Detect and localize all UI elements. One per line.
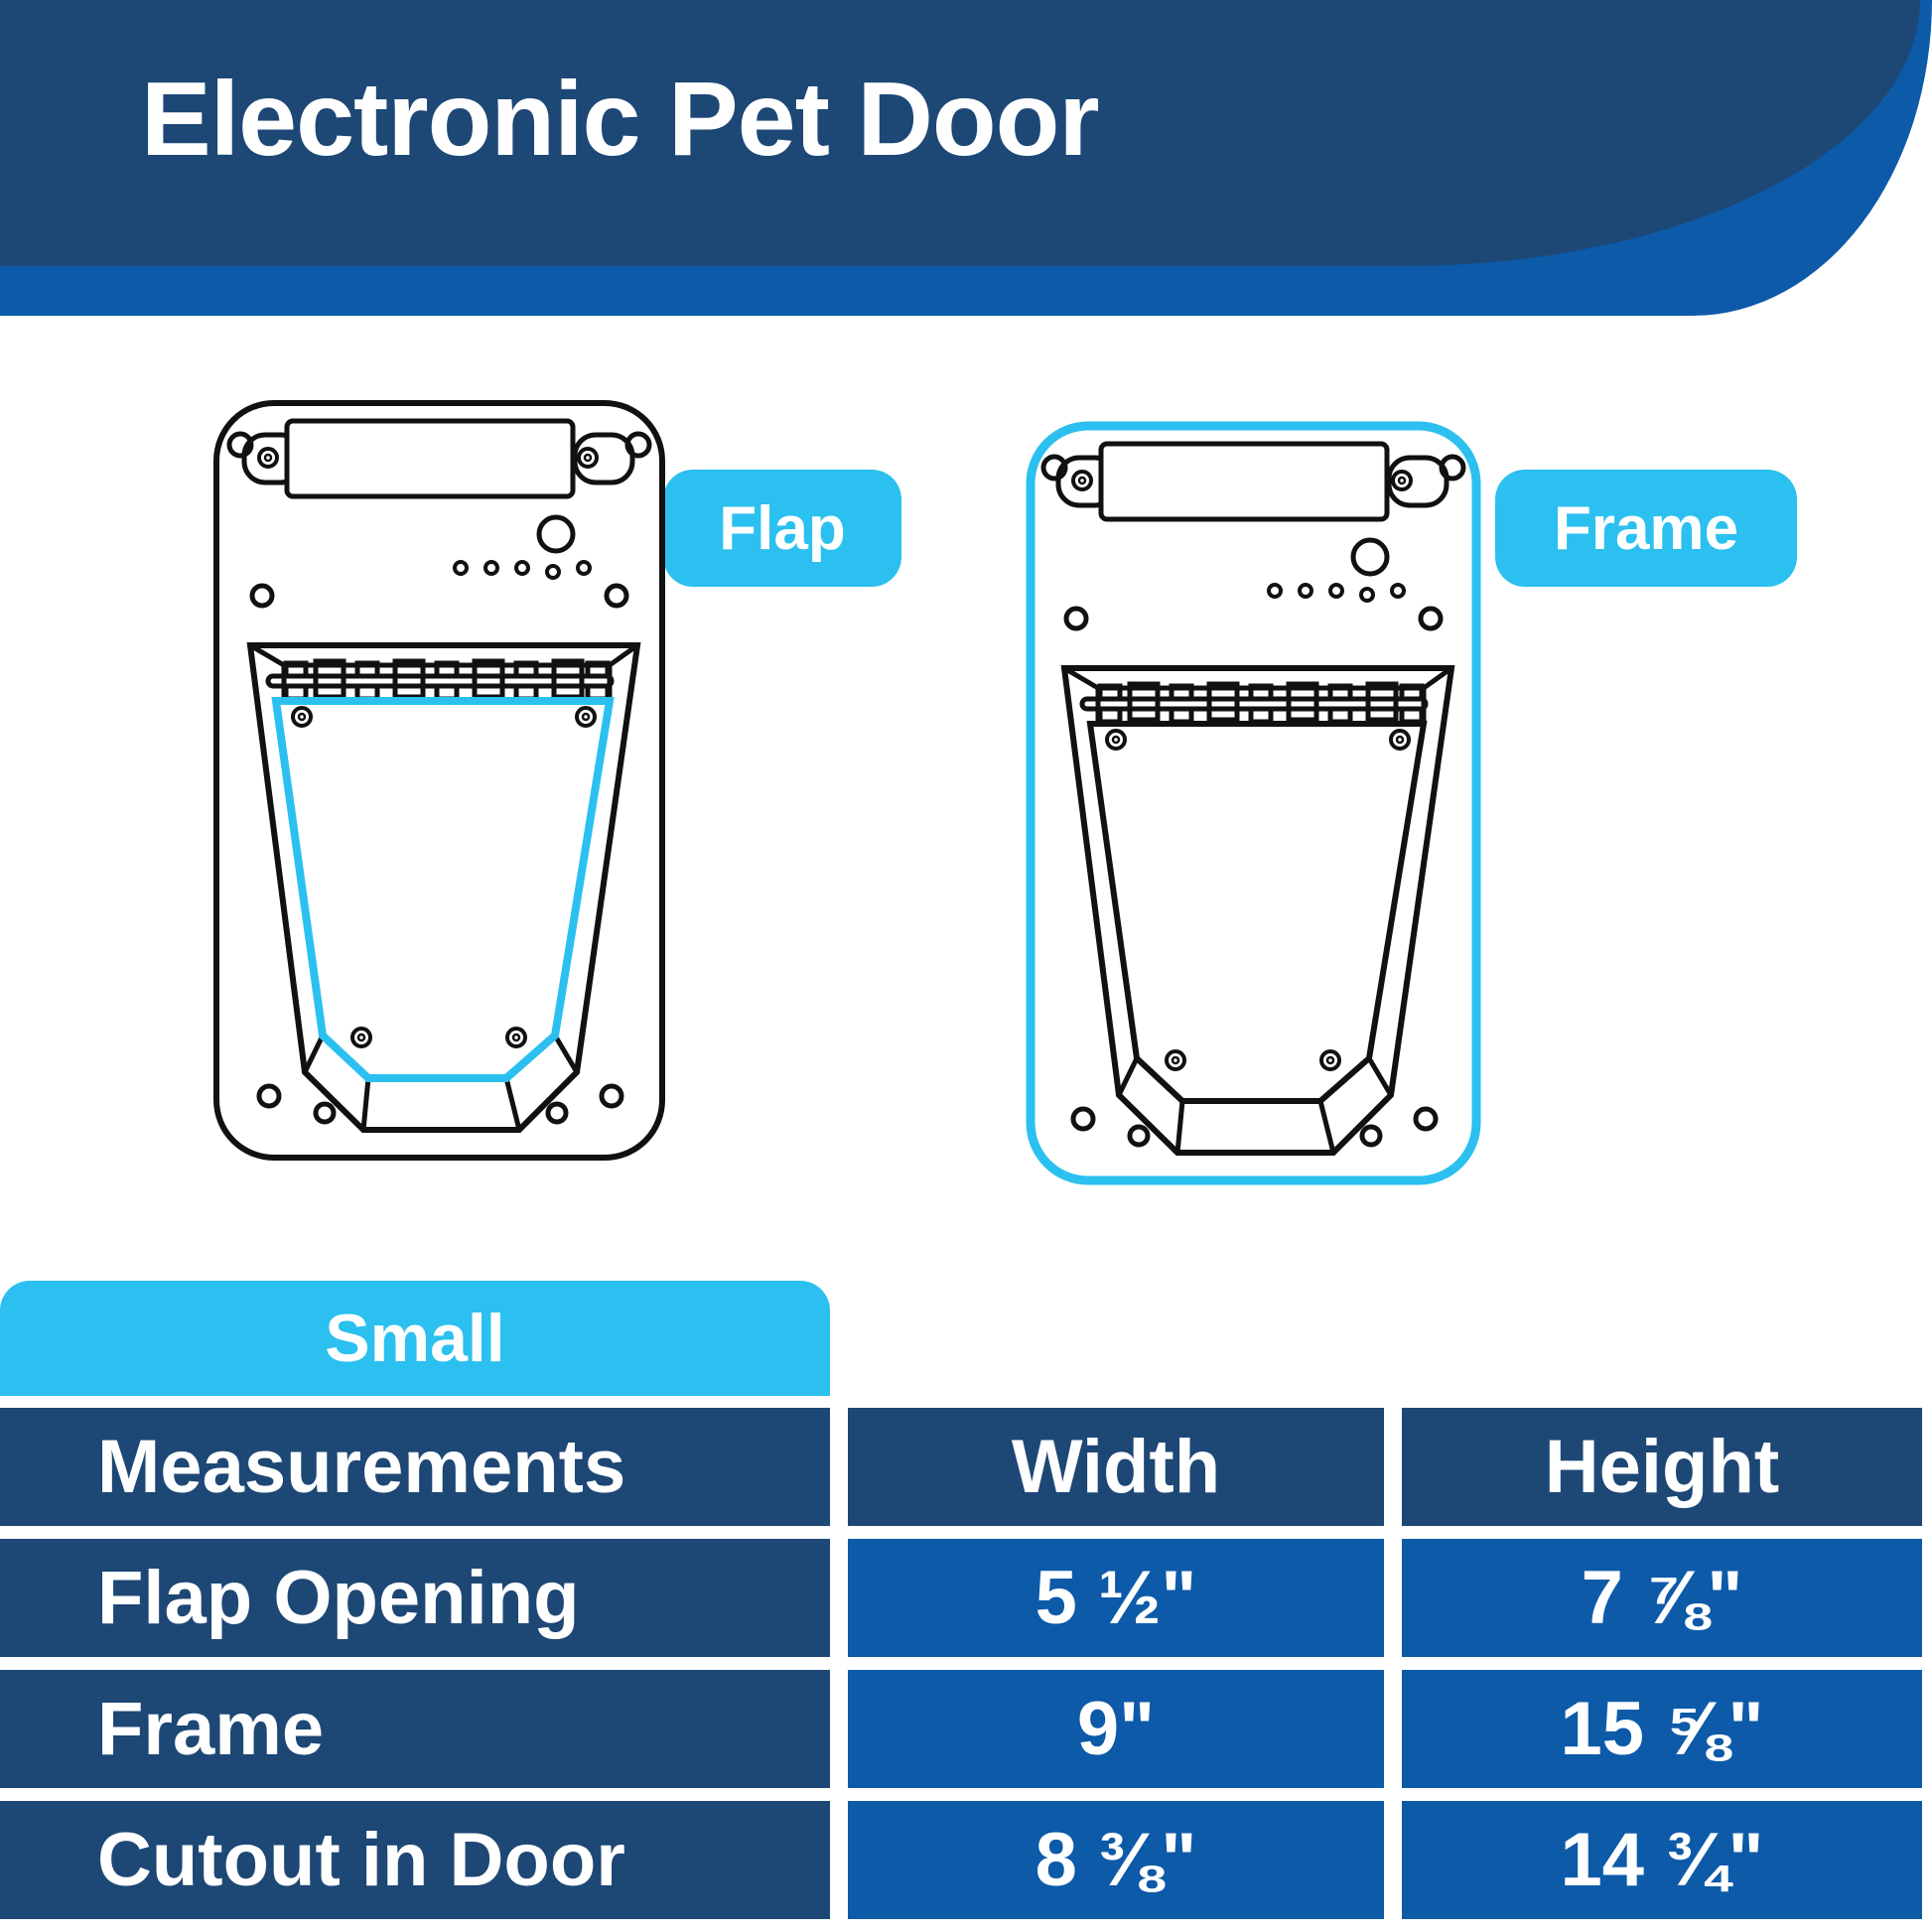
frame-callout-label: Frame (1495, 470, 1797, 587)
size-tab-small: Small (0, 1281, 830, 1396)
flap-callout-text: Flap (719, 493, 846, 563)
page-title: Electronic Pet Door (141, 61, 1100, 178)
row-height-cutout-in-door: 14 ¾" (1402, 1801, 1922, 1919)
pet-door-diagram-frame-highlighted (1025, 420, 1482, 1186)
row-label-cutout-in-door: Cutout in Door (0, 1801, 830, 1919)
row-label-flap-opening: Flap Opening (0, 1539, 830, 1657)
size-tab-label: Small (325, 1301, 505, 1376)
measurements-table: Measurements Width Height Flap Opening 5… (0, 1408, 1922, 1919)
row-width-flap-opening: 5 ½" (848, 1539, 1384, 1657)
height-header-cell: Height (1402, 1408, 1922, 1526)
width-header-cell: Width (848, 1408, 1384, 1526)
row-height-frame: 15 ⅝" (1402, 1670, 1922, 1788)
frame-callout-text: Frame (1553, 493, 1739, 563)
row-height-flap-opening: 7 ⅞" (1402, 1539, 1922, 1657)
row-width-cutout-in-door: 8 ⅜" (848, 1801, 1384, 1919)
measurements-header-cell: Measurements (0, 1408, 830, 1526)
pet-door-diagram-flap-highlighted (210, 397, 668, 1164)
row-label-frame: Frame (0, 1670, 830, 1788)
row-width-frame: 9" (848, 1670, 1384, 1788)
flap-callout-label: Flap (663, 470, 901, 587)
header-swoosh-dark: Electronic Pet Door (0, 0, 1920, 266)
